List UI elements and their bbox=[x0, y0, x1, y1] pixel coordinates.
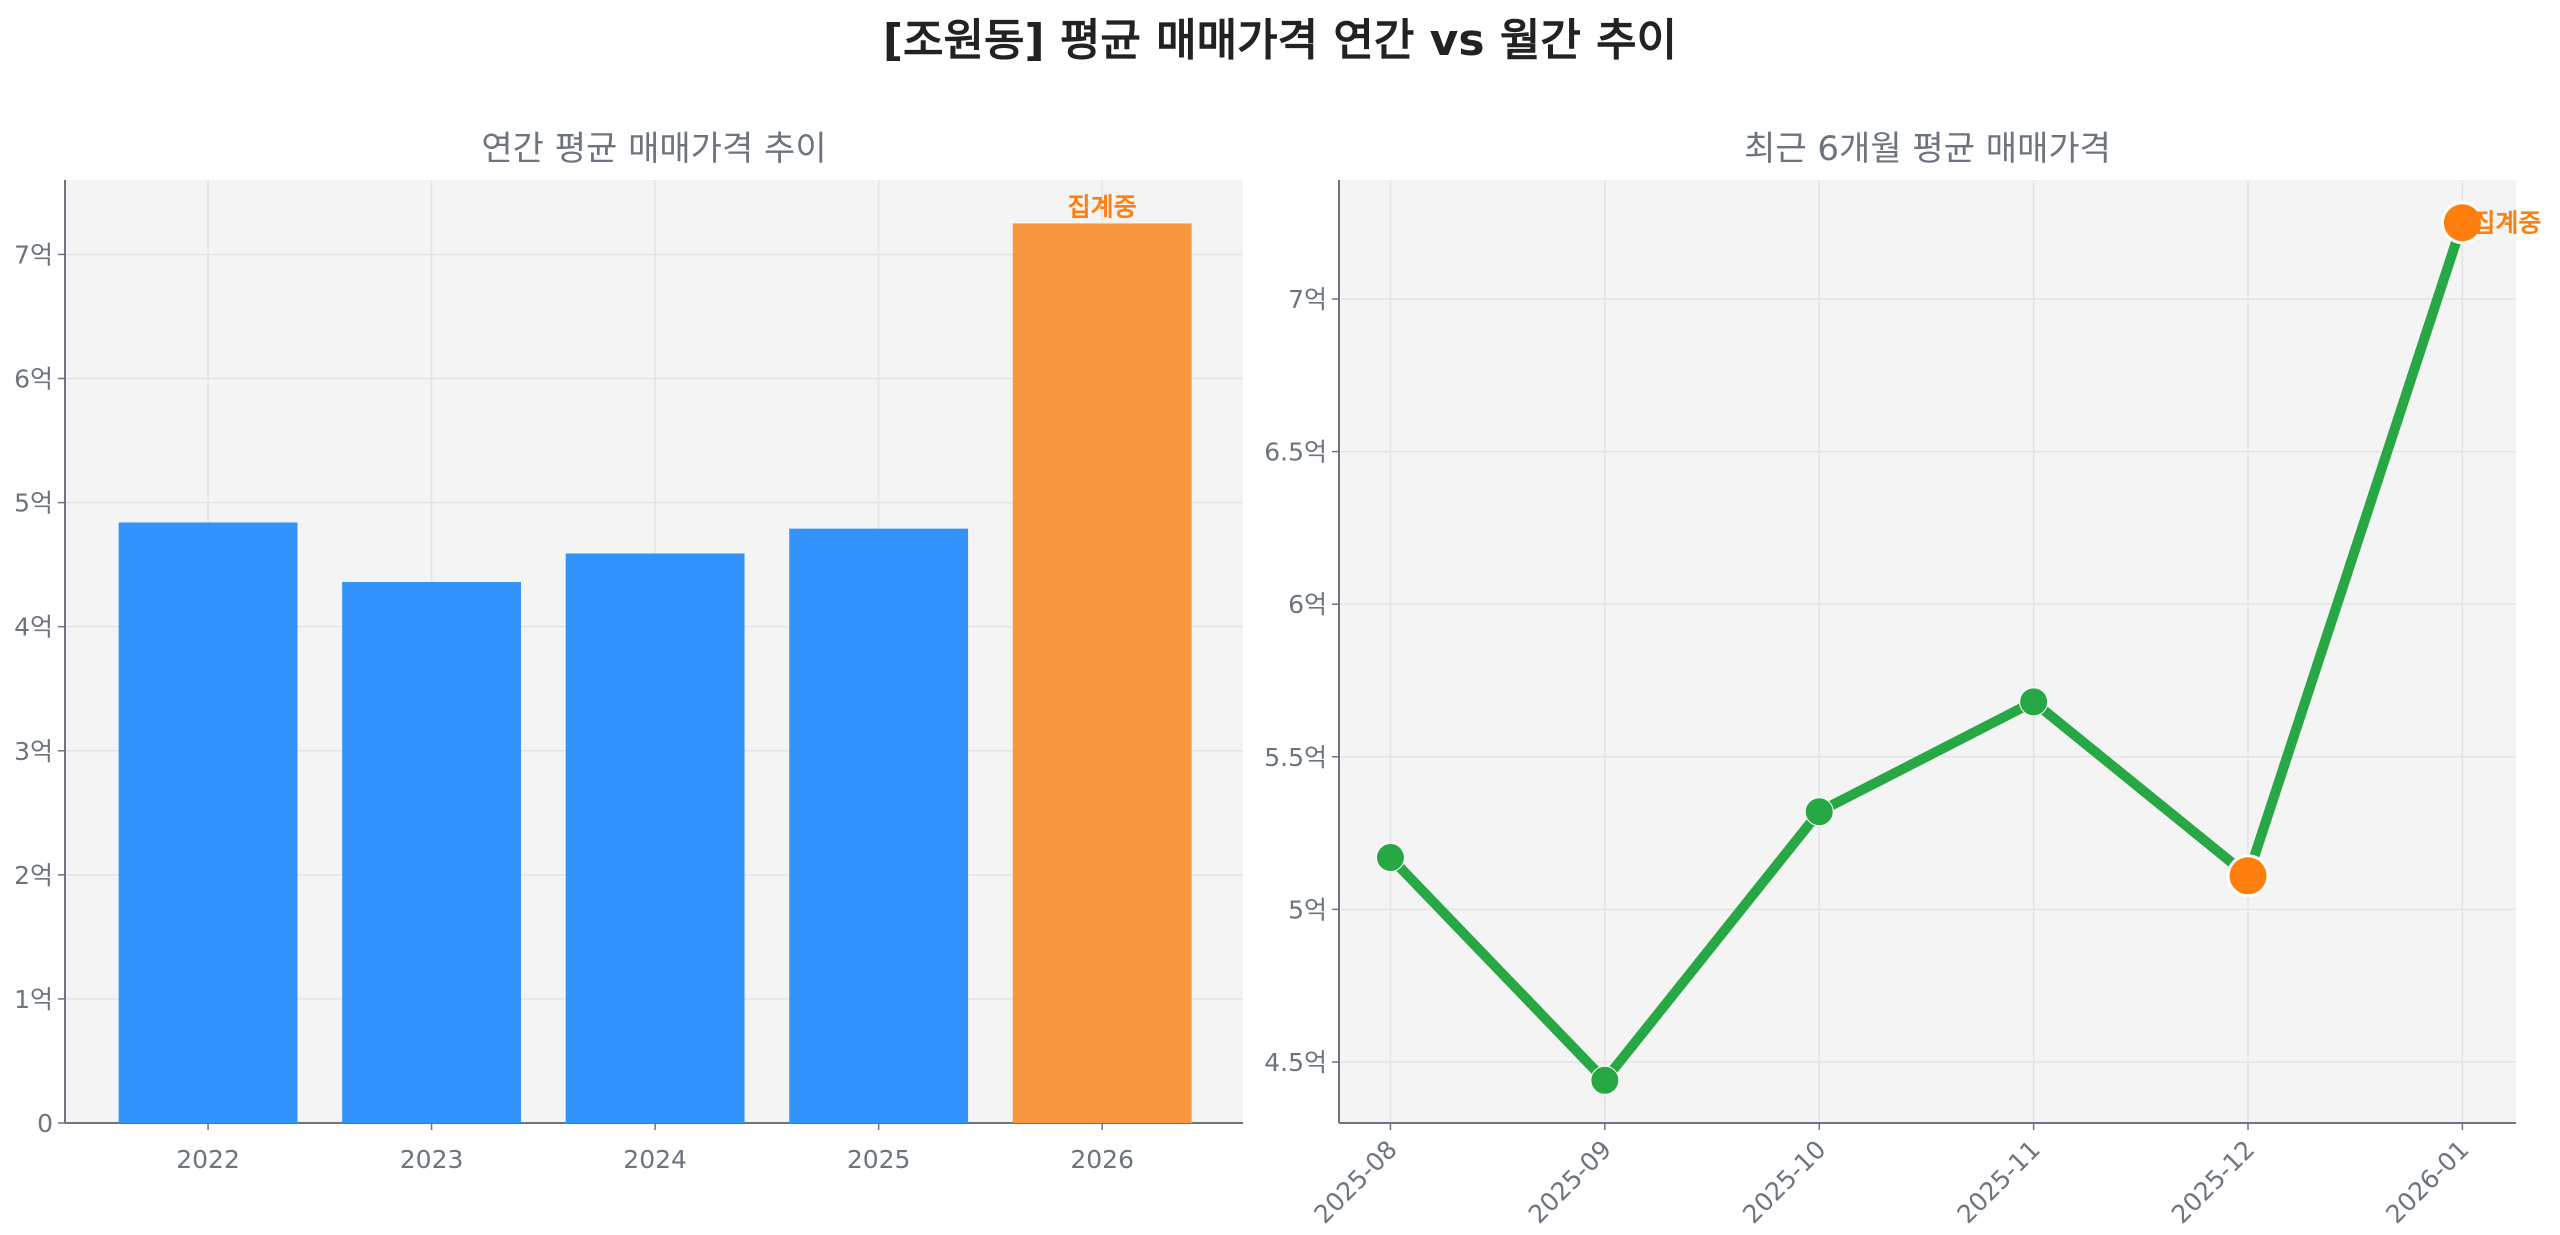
point-2025-09 bbox=[1590, 1065, 1620, 1095]
bar-2026 bbox=[1012, 223, 1192, 1124]
point-2025-08 bbox=[1375, 842, 1405, 872]
y-tick-label: 6억 bbox=[1288, 590, 1327, 619]
y-tick-label: 5.5억 bbox=[1264, 743, 1327, 772]
x-tick-label: 2025-09 bbox=[1523, 1135, 1617, 1229]
bar-2023 bbox=[342, 582, 521, 1123]
x-tick-label: 2026 bbox=[1070, 1145, 1134, 1174]
y-tick-label: 4.5억 bbox=[1264, 1048, 1327, 1077]
subplot-title: 최근 6개월 평균 매매가격 bbox=[1744, 129, 2111, 169]
x-tick-label: 2025-10 bbox=[1737, 1135, 1831, 1229]
y-tick-label: 6억 bbox=[14, 365, 53, 394]
y-tick-label: 1억 bbox=[14, 985, 53, 1014]
series-line bbox=[1386, 221, 2468, 1086]
y-tick-label: 3억 bbox=[14, 737, 53, 766]
bar-2024 bbox=[565, 553, 745, 1123]
bar-2025 bbox=[789, 528, 969, 1123]
bar-2022 bbox=[118, 522, 298, 1123]
y-tick-label: 0 bbox=[37, 1109, 53, 1138]
subplot-title: 연간 평균 매매가격 추이 bbox=[481, 129, 826, 169]
x-tick-label: 2026-01 bbox=[2380, 1135, 2474, 1229]
y-tick-label: 7억 bbox=[14, 240, 53, 269]
y-tick-label: 2억 bbox=[14, 861, 53, 890]
y-tick-label: 6.5억 bbox=[1264, 438, 1327, 467]
point-2025-11 bbox=[2019, 687, 2049, 717]
bar-annotation: 집계중 bbox=[1068, 192, 1137, 221]
x-tick-label: 2022 bbox=[176, 1145, 240, 1174]
x-tick-label: 2025-11 bbox=[1951, 1135, 2045, 1229]
x-tick-label: 2025-08 bbox=[1308, 1135, 1402, 1229]
x-tick-label: 2025-12 bbox=[2166, 1135, 2260, 1229]
y-tick-label: 5억 bbox=[14, 489, 53, 518]
point-2025-10 bbox=[1804, 797, 1834, 827]
y-tick-label: 5억 bbox=[1288, 895, 1327, 924]
y-tick-label: 4억 bbox=[14, 613, 53, 642]
x-tick-label: 2024 bbox=[623, 1145, 687, 1174]
line-annotation: 집계중 bbox=[2472, 209, 2541, 238]
point-2025-12 bbox=[2226, 854, 2270, 898]
point-2026-01 bbox=[2440, 201, 2484, 245]
y-tick-label: 7억 bbox=[1288, 285, 1327, 314]
x-tick-label: 2023 bbox=[400, 1145, 464, 1174]
main-title: [조원동] 평균 매매가격 연간 vs 월간 추이 bbox=[882, 15, 1678, 66]
x-tick-label: 2025 bbox=[847, 1145, 911, 1174]
